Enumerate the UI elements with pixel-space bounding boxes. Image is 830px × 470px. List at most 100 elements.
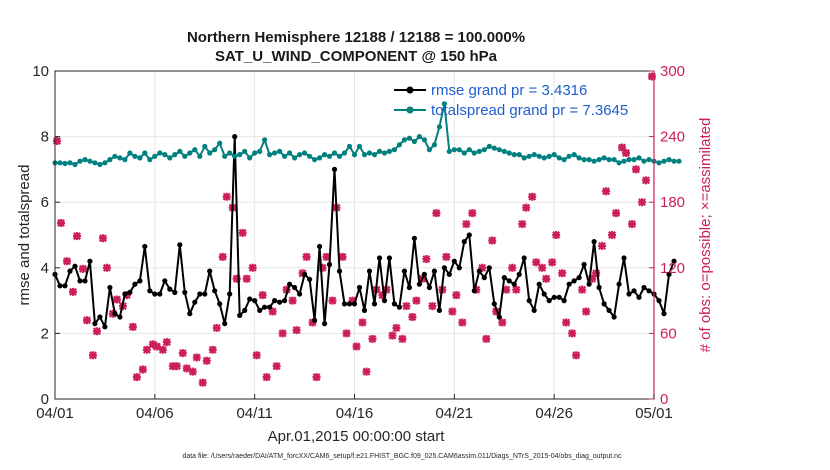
rmse-point <box>396 304 402 310</box>
obs-assimilated-point <box>182 364 191 373</box>
y-left-tick-label: 8 <box>41 129 49 146</box>
obs-assimilated-point <box>142 345 151 354</box>
obs-assimilated-point <box>498 318 507 327</box>
obs-assimilated-point <box>238 228 247 237</box>
rmse-point <box>626 291 632 297</box>
x-tick-label: 04/21 <box>436 405 474 422</box>
rmse-point <box>456 265 462 271</box>
rmse-point <box>212 288 218 294</box>
rmse-point <box>541 291 547 297</box>
obs-assimilated-point <box>608 231 617 239</box>
y-right-tick-label: 300 <box>660 63 685 80</box>
totalspread-point <box>486 143 492 149</box>
rmse-point <box>202 291 208 297</box>
totalspread-point <box>616 160 622 166</box>
obs-assimilated-point <box>352 342 361 351</box>
rmse-point <box>102 324 108 330</box>
rmse-point <box>162 278 168 284</box>
totalspread-point <box>461 150 467 156</box>
rmse-point <box>192 299 198 305</box>
rmse-point <box>322 321 328 327</box>
rmse-point <box>586 281 592 287</box>
rmse-point <box>461 239 467 245</box>
x-axis-label: Apr.01,2015 00:00:00 start <box>268 428 446 445</box>
obs-assimilated-point <box>198 378 207 387</box>
rmse-point <box>426 284 432 291</box>
obs-assimilated-point <box>162 338 171 347</box>
totalspread-point <box>82 157 88 163</box>
totalspread-point <box>471 150 477 156</box>
totalspread-point <box>656 160 662 166</box>
rmse-point <box>331 166 338 172</box>
obs-assimilated-point <box>318 263 327 272</box>
rmse-point <box>556 294 562 300</box>
totalspread-point <box>127 150 133 156</box>
rmse-point <box>521 255 527 261</box>
obs-assimilated-point <box>92 327 101 336</box>
obs-assimilated-point <box>62 257 71 266</box>
chart-title-line1: Northern Hemisphere 12188 / 12188 = 100.… <box>187 29 525 46</box>
rmse-point <box>496 314 502 320</box>
totalspread-point <box>631 157 637 163</box>
rmse-point <box>172 289 178 295</box>
obs-assimilated-point <box>148 340 157 349</box>
obs-assimilated-point <box>258 291 267 300</box>
totalspread-point <box>307 153 313 159</box>
totalspread-point <box>187 150 193 156</box>
totalspread-point <box>546 153 552 159</box>
legend-spread-marker <box>406 106 414 114</box>
totalspread-point <box>606 157 612 163</box>
rmse-point <box>87 258 93 264</box>
totalspread-point <box>346 143 353 149</box>
rmse-point <box>646 288 652 294</box>
totalspread-point <box>207 150 213 156</box>
obs-assimilated-point <box>532 258 541 267</box>
totalspread-point <box>217 140 223 146</box>
obs-assimilated-point <box>262 373 271 382</box>
obs-assimilated-point <box>98 234 107 243</box>
obs-assimilated-point <box>528 192 537 201</box>
obs-assimilated-point <box>518 220 527 229</box>
obs-assimilated-point <box>468 209 477 218</box>
obs-assimilated-point <box>562 318 571 327</box>
totalspread-point <box>506 150 512 156</box>
totalspread-point <box>476 148 482 154</box>
totalspread-point <box>272 150 278 156</box>
totalspread-point <box>302 150 308 156</box>
totalspread-point <box>192 147 198 153</box>
obs-assimilated-point <box>402 302 411 311</box>
rmse-point <box>267 304 273 310</box>
totalspread-point <box>406 135 412 141</box>
obs-assimilated-point <box>212 323 221 332</box>
totalspread-point <box>411 138 417 145</box>
totalspread-point <box>641 158 647 164</box>
totalspread-point <box>386 148 392 154</box>
totalspread-point <box>561 157 567 163</box>
rmse-point <box>97 314 103 320</box>
totalspread-point <box>242 148 248 154</box>
rmse-point <box>446 271 452 277</box>
rmse-point <box>411 235 417 241</box>
totalspread-point <box>426 147 432 153</box>
obs-assimilated-point <box>642 176 651 185</box>
totalspread-point <box>441 101 447 107</box>
rmse-point <box>631 288 637 294</box>
rmse-point <box>77 278 83 284</box>
totalspread-point <box>566 153 572 159</box>
rmse-point <box>302 271 308 277</box>
totalspread-point <box>287 150 293 156</box>
obs-assimilated-point <box>458 318 467 327</box>
totalspread-point <box>611 157 617 163</box>
rmse-point <box>591 239 597 245</box>
rmse-point <box>207 268 213 274</box>
rmse-point <box>341 301 348 307</box>
totalspread-point <box>142 150 148 156</box>
obs-assimilated-point <box>628 220 637 229</box>
rmse-point <box>187 311 193 317</box>
totalspread-point <box>92 160 98 166</box>
totalspread-point <box>451 147 457 153</box>
y-right-tick-label: 60 <box>660 325 677 342</box>
y-right-tick-label: 0 <box>660 391 668 408</box>
totalspread-point <box>72 161 78 168</box>
